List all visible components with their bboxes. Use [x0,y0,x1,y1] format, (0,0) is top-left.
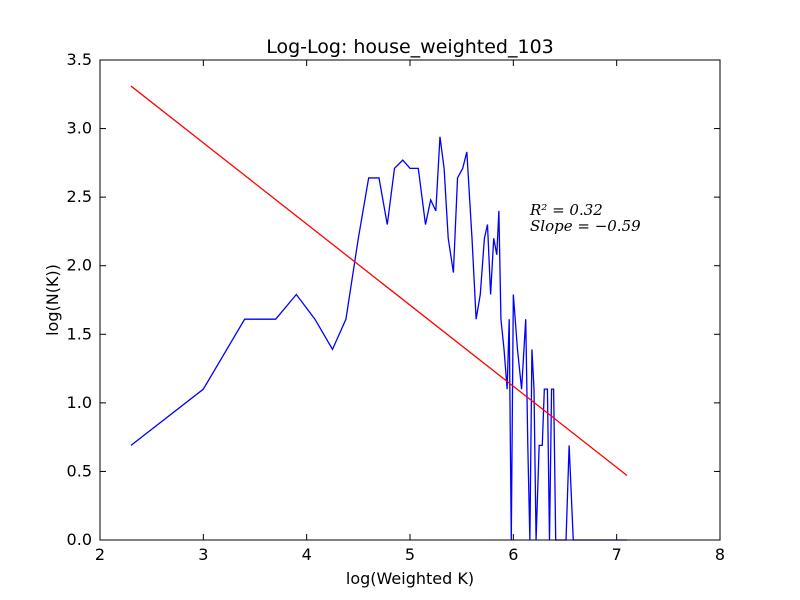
x-tick-label: 8 [715,545,725,564]
y-tick-label: 0.5 [67,461,92,480]
x-tick-label: 2 [95,545,105,564]
data-series-line [130,136,627,541]
y-tick-label: 2.0 [67,256,92,275]
y-tick-label: 0.0 [67,530,92,549]
x-tick-label: 5 [405,545,415,564]
x-tick-label: 4 [302,545,312,564]
x-axis-label: log(Weighted K) [346,569,474,588]
x-tick-label: 3 [198,545,208,564]
x-tick-label: 7 [612,545,622,564]
chart-title: Log-Log: house_weighted_103 [266,36,554,58]
slope-annotation: Slope = −0.59 [530,217,641,235]
fit-line [130,85,628,477]
y-tick-label: 3.5 [67,50,92,69]
y-tick-label: 3.0 [67,119,92,138]
series-group [130,85,628,541]
plot-area [100,60,720,540]
y-axis-label: log(N(K)) [43,264,62,336]
y-tick-label: 2.5 [67,187,92,206]
y-tick-label: 1.5 [67,324,92,343]
x-tick-label: 6 [508,545,518,564]
y-tick-label: 1.0 [67,393,92,412]
r2-annotation: R² = 0.32 [529,201,603,219]
tick-group: 2 3 4 5 6 7 8 0.0 0.5 1.0 1.5 2.0 2.5 3.0 3.5 [67,50,726,564]
